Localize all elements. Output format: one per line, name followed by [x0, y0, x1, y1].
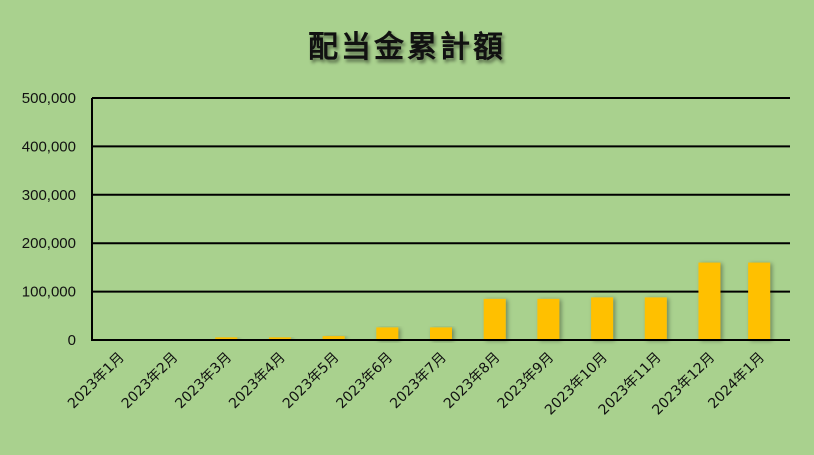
bar [268, 337, 291, 340]
chart-title: 配当金累計額 [308, 30, 506, 65]
bar [483, 298, 506, 340]
bar [698, 262, 721, 340]
bar [430, 327, 452, 340]
x-tick-label: 2023年6月 [334, 350, 397, 413]
x-tick-label: 2023年3月 [172, 350, 235, 413]
bar [537, 298, 560, 340]
y-tick-label: 100,000 [22, 284, 76, 301]
x-tick-label: 2023年7月 [387, 350, 450, 413]
y-tick-label: 0 [68, 332, 76, 349]
x-tick-label: 2023年5月 [280, 350, 343, 413]
y-tick-label: 400,000 [22, 138, 76, 155]
y-tick-label: 200,000 [22, 235, 76, 252]
bar [591, 297, 614, 340]
bar [376, 327, 399, 340]
bar [748, 262, 771, 340]
x-tick-label: 2023年1月 [65, 350, 128, 413]
x-tick-label: 2023年4月 [226, 350, 289, 413]
bar [644, 297, 667, 340]
y-tick-label: 500,000 [22, 90, 76, 107]
x-tick-label: 2023年8月 [441, 350, 504, 413]
y-tick-label: 300,000 [22, 187, 76, 204]
bar [322, 336, 345, 340]
bar [215, 337, 238, 340]
x-tick-label: 2023年2月 [119, 350, 182, 413]
